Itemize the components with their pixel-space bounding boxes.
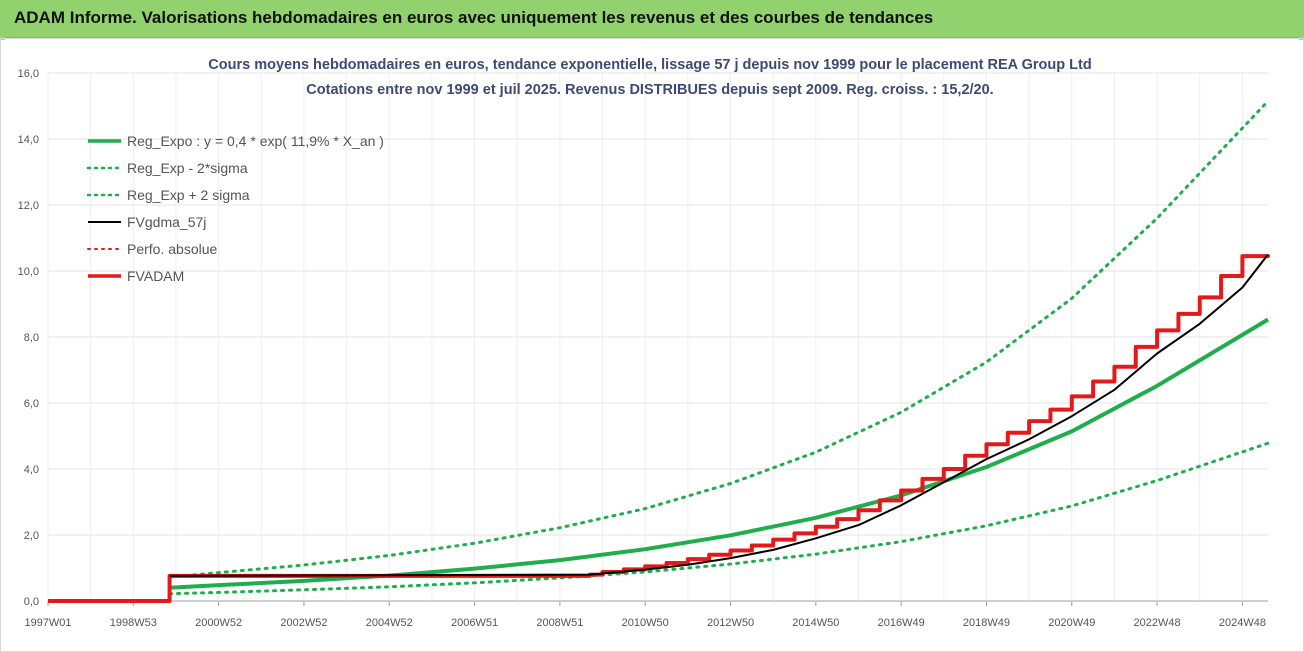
y-tick-label: 4,0 [24,464,39,476]
series-lines [48,99,1270,603]
x-tick-label: 2006W51 [451,617,498,629]
x-tick-label: 2022W48 [1134,617,1181,629]
legend-label: Reg_Exp + 2 sigma [127,187,250,203]
header-banner: ADAM Informe. Valorisations hebdomadaire… [0,0,1304,38]
x-tick-label: 2004W52 [366,617,413,629]
series-line-5 [48,254,1270,603]
series-line-3 [169,253,1269,577]
series-line-2 [168,99,1270,579]
series-line-0 [169,317,1270,590]
legend-label: Perfo. absolue [127,241,217,257]
x-tick-label: 2002W52 [280,617,327,629]
y-tick-label: 10,0 [18,266,39,278]
x-tick-label: 2010W50 [622,617,669,629]
x-tick-label: 1997W01 [24,617,71,629]
y-tick-label: 8,0 [24,332,39,344]
y-tick-label: 16,0 [18,68,39,80]
x-tick-label: 2018W49 [963,617,1010,629]
x-axis-ticks: 1997W01 1998W53 2000W52 2002W52 2004W52 2006W… [24,601,1266,629]
y-axis-ticks: 0,0 2,0 4,0 6,0 8,0 10,0 12,0 14,0 16,0 [18,68,39,608]
legend-label: Reg_Expo : y = 0,4 * exp( 11,9% * X_an ) [127,133,384,149]
y-tick-label: 12,0 [18,200,39,212]
legend-label: FVADAM [127,268,184,284]
legend: Reg_Expo : y = 0,4 * exp( 11,9% * X_an )… [86,133,384,284]
chart-subtitle: Cotations entre nov 1999 et juil 2025. R… [306,82,993,98]
grid-lines [47,72,1268,602]
y-tick-label: 0,0 [24,596,39,608]
x-tick-label: 2008W51 [536,617,583,629]
x-tick-label: 2024W48 [1219,617,1266,629]
x-tick-label: 1998W53 [110,617,157,629]
x-tick-label: 2012W50 [707,617,754,629]
x-tick-label: 2000W52 [195,617,242,629]
x-tick-label: 2020W49 [1048,617,1095,629]
legend-label: Reg_Exp - 2*sigma [127,160,248,176]
x-tick-label: 2016W49 [878,617,925,629]
page-title: ADAM Informe. Valorisations hebdomadaire… [14,8,934,27]
series-line-1 [168,441,1270,596]
chart-title: Cours moyens hebdomadaires en euros, ten… [208,57,1091,73]
x-tick-label: 2014W50 [792,617,839,629]
y-tick-label: 14,0 [18,134,39,146]
legend-label: FVgdma_57j [127,214,206,230]
y-tick-label: 2,0 [24,530,39,542]
y-tick-label: 6,0 [24,398,39,410]
